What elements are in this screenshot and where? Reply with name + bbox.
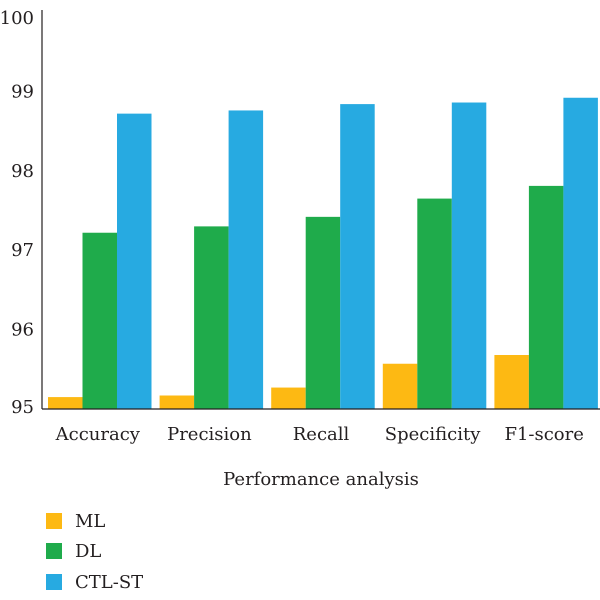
x-category-label: Recall xyxy=(293,424,350,445)
y-tick-labels: 95 96 97 98 99 100 xyxy=(0,8,34,418)
bar-ctl-st-recall xyxy=(340,104,375,409)
bar-ctl-st-specificity xyxy=(451,102,487,410)
bar-dl-recall xyxy=(305,216,341,409)
x-category-label: F1-score xyxy=(504,424,583,445)
bar-ctl-st-accuracy xyxy=(117,113,152,409)
x-category-labels: Accuracy Precision Recall Specificity F1-sco… xyxy=(55,424,584,445)
legend-swatch-ml xyxy=(46,513,62,529)
x-axis-label: Performance analysis xyxy=(223,469,419,490)
legend-swatch-dl xyxy=(46,543,62,559)
bar-ml-accuracy xyxy=(48,397,83,409)
bar-dl-accuracy xyxy=(82,232,117,409)
y-tick-label: 100 xyxy=(0,8,34,29)
legend-label-ctl-st: CTL-ST xyxy=(75,572,143,593)
y-tick-label: 98 xyxy=(11,161,34,182)
y-tick-label: 95 xyxy=(11,397,34,418)
legend: ML DL CTL-ST xyxy=(46,511,143,593)
legend-label-dl: DL xyxy=(75,541,101,562)
bar-ml-f1-score xyxy=(494,355,529,409)
legend-label-ml: ML xyxy=(75,511,105,532)
bar-ctl-st-f1-score xyxy=(563,97,598,409)
legend-swatch-ctl-st xyxy=(46,574,62,590)
bar-ml-recall xyxy=(271,387,306,409)
bar-dl-specificity xyxy=(417,198,452,409)
bar-ml-specificity xyxy=(382,363,418,409)
bar-ml-precision xyxy=(159,395,195,409)
bars-layer xyxy=(48,97,598,410)
y-tick-label: 97 xyxy=(11,240,34,261)
bar-dl-precision xyxy=(194,226,229,409)
x-category-label: Specificity xyxy=(385,424,481,445)
x-category-label: Accuracy xyxy=(55,424,141,445)
y-tick-label: 99 xyxy=(11,81,34,102)
x-category-label: Precision xyxy=(167,424,252,445)
y-tick-label: 96 xyxy=(11,320,34,341)
bar-ctl-st-precision xyxy=(228,110,264,410)
bar-dl-f1-score xyxy=(528,185,564,409)
